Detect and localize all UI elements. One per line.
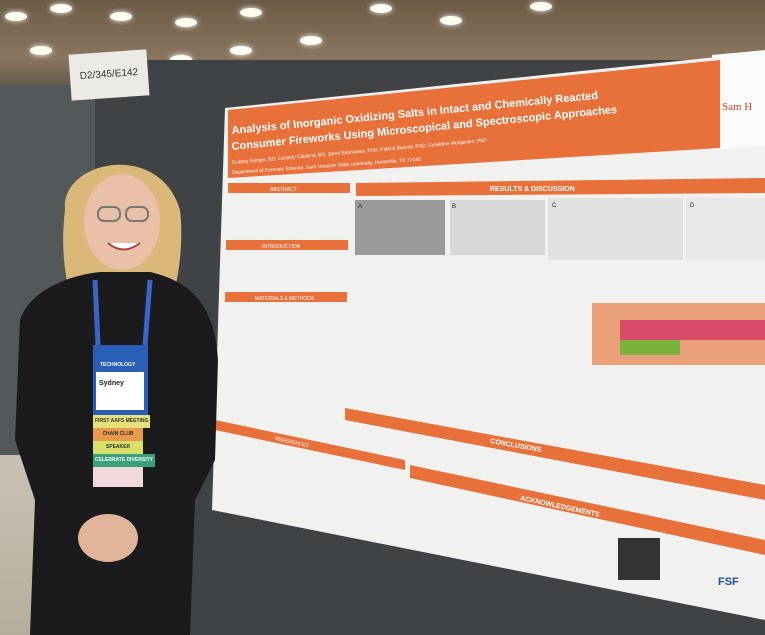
ceiling-light bbox=[300, 36, 322, 45]
ribbon-speaker: SPEAKER bbox=[93, 441, 143, 454]
panel-label-b: B bbox=[452, 204, 456, 210]
ceiling-light bbox=[530, 2, 552, 11]
hands bbox=[78, 514, 138, 562]
ceiling-light bbox=[170, 55, 192, 64]
ribbon-chain-club: CHAIN CLUB bbox=[93, 428, 143, 441]
abstract-header-label: ABSTRACT bbox=[270, 187, 297, 193]
methods-header bbox=[225, 292, 347, 302]
conclusions-header bbox=[345, 408, 765, 500]
micrograph-c bbox=[548, 198, 683, 260]
university-logo: Sam H bbox=[722, 101, 752, 113]
badge-name: Sydney bbox=[99, 380, 124, 387]
abstract-header bbox=[228, 183, 350, 193]
micrograph-b bbox=[450, 200, 545, 255]
ceiling-light bbox=[30, 46, 52, 55]
title-banner bbox=[228, 60, 720, 178]
badge-header: TECHNOLOGY bbox=[100, 362, 136, 368]
ceiling-light bbox=[440, 16, 462, 25]
lanyard bbox=[92, 279, 101, 346]
panel-label-d: D bbox=[690, 203, 695, 209]
ceiling-light bbox=[240, 8, 262, 17]
ribbon-first-meeting: FIRST AAFS MEETING bbox=[93, 415, 151, 428]
ceiling-light bbox=[175, 18, 197, 27]
ceiling-light bbox=[110, 12, 132, 21]
name-badge-card bbox=[96, 372, 144, 410]
results-header-label: RESULTS & DISCUSSION bbox=[490, 186, 575, 193]
panel-label-a: A bbox=[358, 204, 362, 210]
sponsor-logo: FSF bbox=[718, 576, 739, 588]
heatmap-block bbox=[620, 320, 765, 340]
introduction-header bbox=[226, 240, 348, 250]
micrograph-d bbox=[686, 198, 765, 260]
introduction-header-label: INTRODUCTION bbox=[262, 244, 301, 250]
methods-header-label: MATERIALS & METHODS bbox=[255, 296, 315, 302]
glasses bbox=[97, 206, 121, 222]
micrograph-a bbox=[355, 200, 445, 255]
ceiling-light bbox=[230, 46, 252, 55]
smile bbox=[107, 242, 141, 251]
acknowledgements-header bbox=[410, 465, 765, 555]
ceiling-light bbox=[370, 4, 392, 13]
results-header bbox=[356, 178, 765, 196]
ceiling-light bbox=[50, 4, 72, 13]
ribbon-pink bbox=[93, 467, 143, 487]
university-logo-area bbox=[712, 50, 765, 150]
panel-label-c: C bbox=[552, 203, 557, 209]
lanyard bbox=[142, 279, 153, 346]
ribbon-celebrate-diversity: CELEBRATE DIVERSITY bbox=[93, 454, 155, 467]
glasses bbox=[125, 206, 149, 222]
heatmap-block bbox=[620, 340, 680, 355]
face bbox=[84, 174, 160, 270]
qr-code bbox=[618, 538, 660, 580]
references-header bbox=[215, 420, 405, 470]
ceiling-light bbox=[5, 12, 27, 21]
